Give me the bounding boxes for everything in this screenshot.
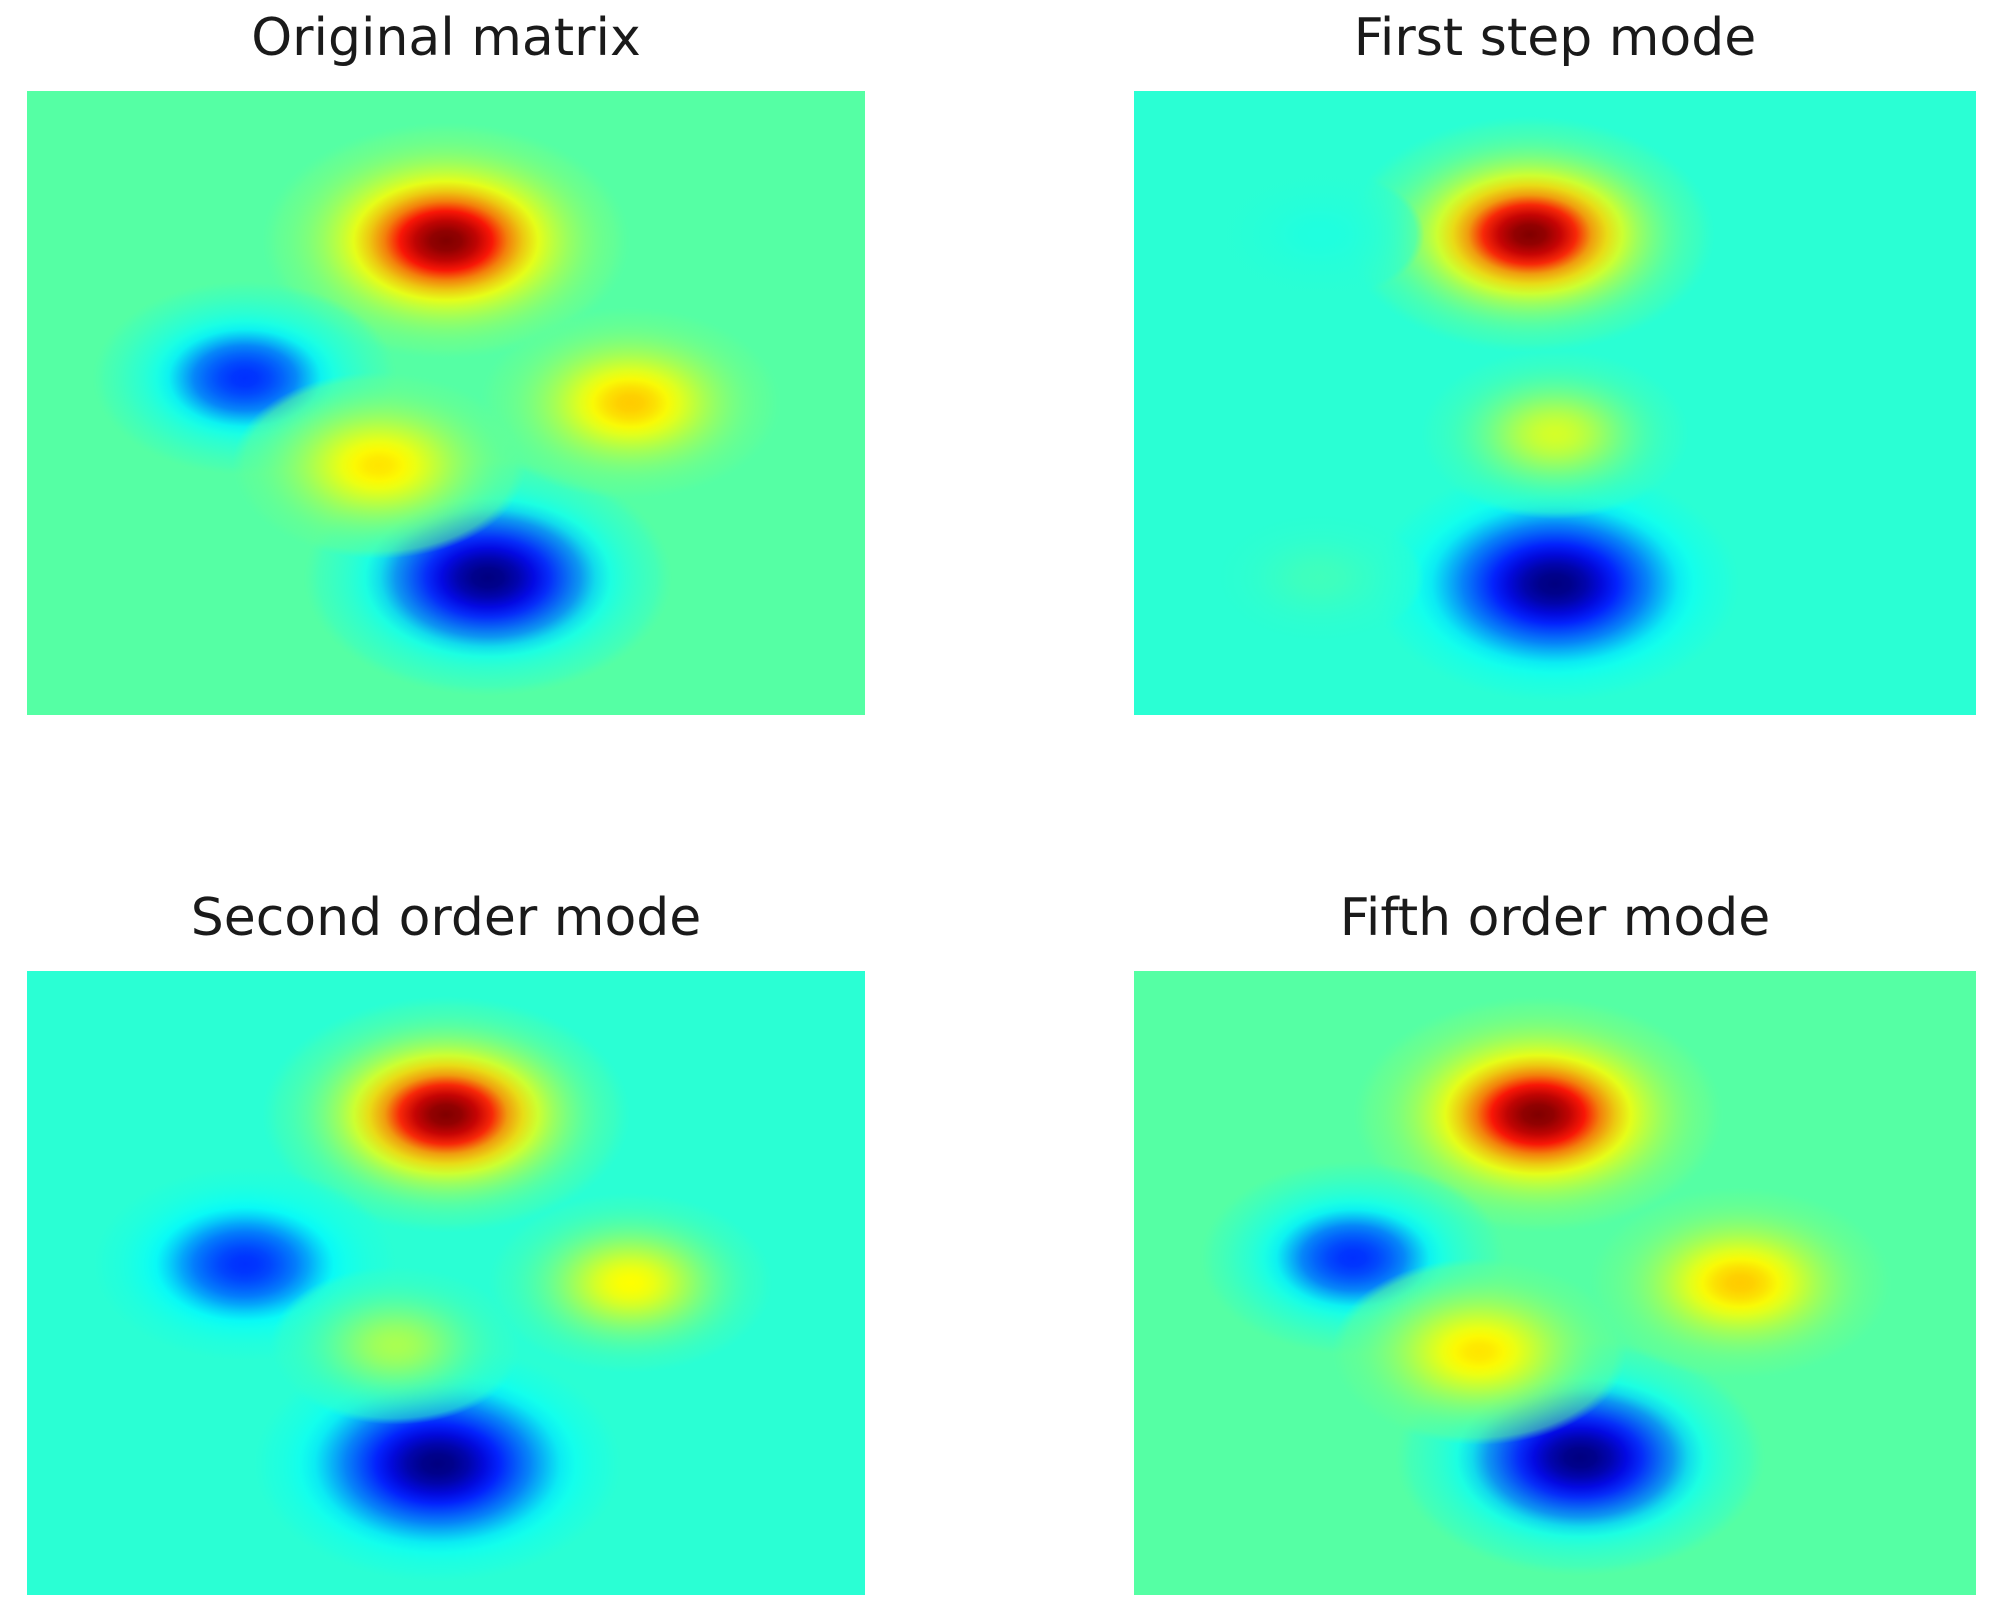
panel-first-step-mode: First step mode xyxy=(1134,0,1976,720)
panel-original-matrix: Original matrix xyxy=(27,0,865,720)
heatmap-positive-peak xyxy=(261,995,631,1234)
heatmap-first-step-mode xyxy=(1134,91,1976,715)
heatmap-positive-peak xyxy=(1344,115,1715,354)
chart-title: Original matrix xyxy=(251,8,641,68)
heatmap-fifth-order-mode xyxy=(1134,971,1976,1595)
heatmap-positive-peak xyxy=(479,306,782,500)
heatmap-positive-peak xyxy=(1352,995,1724,1234)
heatmap-positive-peak xyxy=(1588,1186,1892,1380)
panel-fifth-order-mode: Fifth order mode xyxy=(1134,880,1976,1600)
chart-title: Second order mode xyxy=(190,888,702,948)
chart-title: Fifth order mode xyxy=(1339,888,1771,948)
heatmap-original-matrix xyxy=(27,91,865,715)
heatmap-positive-peak xyxy=(232,372,526,559)
heatmap-positive-peak xyxy=(1331,1258,1627,1445)
panel-second-order-mode: Second order mode xyxy=(27,880,865,1600)
heatmap-negative-peak xyxy=(1213,169,1425,300)
heatmap-second-order-mode xyxy=(27,971,865,1595)
heatmap-positive-peak xyxy=(487,1192,773,1374)
heatmap-positive-peak xyxy=(1420,349,1690,520)
heatmap-positive-peak xyxy=(270,1266,522,1425)
chart-title: First step mode xyxy=(1353,8,1757,68)
heatmap-positive-peak xyxy=(261,122,631,360)
heatmap-positive-peak xyxy=(1213,512,1425,643)
heatmap-negative-peak xyxy=(1369,465,1741,703)
